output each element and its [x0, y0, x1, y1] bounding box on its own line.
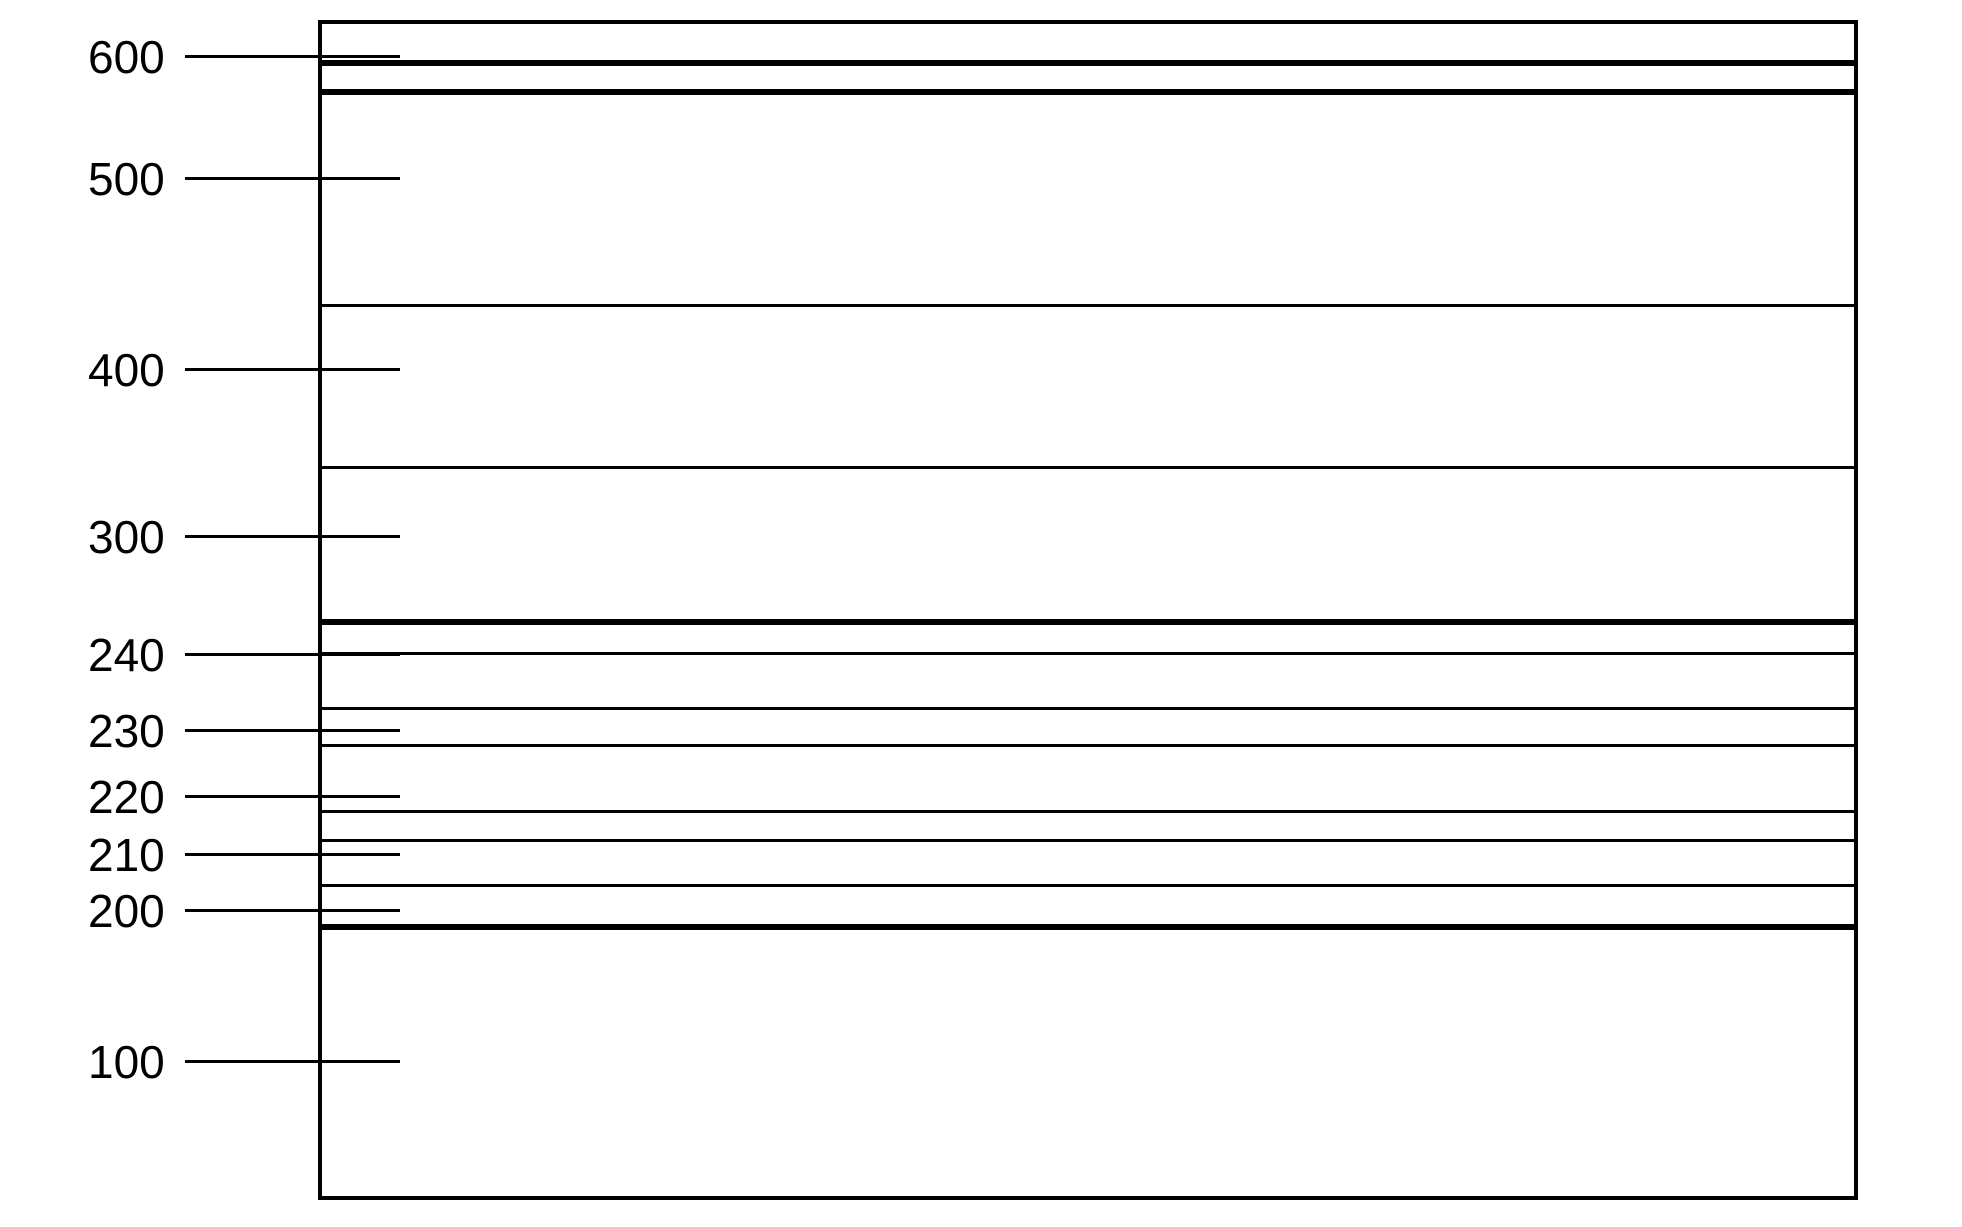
- layer-divider: [322, 884, 1854, 887]
- layer-label: 240: [88, 628, 165, 682]
- layer-divider: [322, 89, 1854, 95]
- leader-line: [185, 853, 400, 856]
- layer-divider: [322, 304, 1854, 307]
- layer-label: 300: [88, 510, 165, 564]
- layer-divider: [322, 619, 1854, 625]
- layer-label: 400: [88, 343, 165, 397]
- leader-line: [185, 795, 400, 798]
- layer-stack-box: [318, 20, 1858, 1200]
- leader-line: [185, 1060, 400, 1063]
- layer-divider: [322, 60, 1854, 66]
- leader-line: [185, 653, 400, 656]
- leader-line: [185, 177, 400, 180]
- leader-line: [185, 909, 400, 912]
- layer-divider: [322, 466, 1854, 469]
- layer-label: 210: [88, 828, 165, 882]
- leader-line: [185, 729, 400, 732]
- leader-line: [185, 368, 400, 371]
- layer-label: 220: [88, 770, 165, 824]
- layer-divider: [322, 924, 1854, 930]
- layer-divider: [322, 810, 1854, 813]
- layer-diagram: 600 500 400 300 240 230 220210200 100: [0, 0, 1962, 1227]
- layer-divider: [322, 707, 1854, 710]
- layer-label: 100: [88, 1035, 165, 1089]
- layer-label: 230: [88, 704, 165, 758]
- layer-divider: [322, 744, 1854, 747]
- layer-divider: [322, 839, 1854, 842]
- layer-label: 500: [88, 152, 165, 206]
- layer-label: 600: [88, 30, 165, 84]
- layer-label: 200: [88, 884, 165, 938]
- layer-divider: [322, 652, 1854, 655]
- leader-line: [185, 55, 400, 58]
- leader-line: [185, 535, 400, 538]
